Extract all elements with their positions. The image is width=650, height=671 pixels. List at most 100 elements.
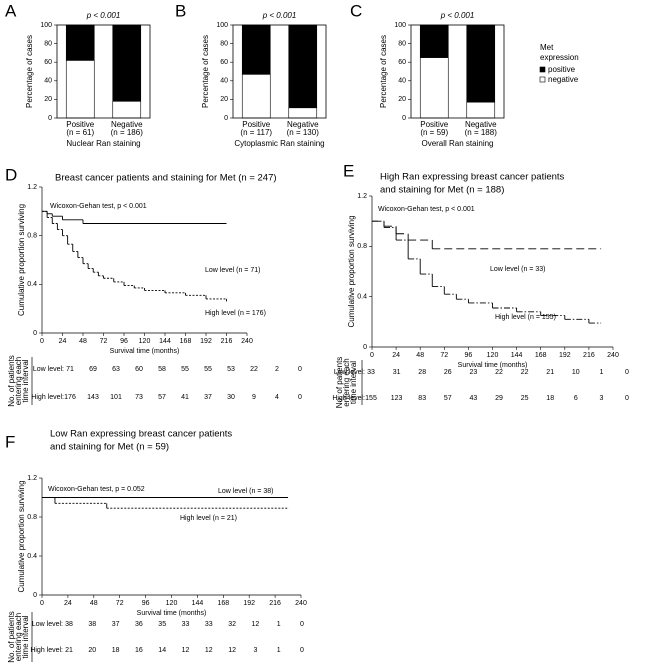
y-tick-label: 20 [44,96,52,103]
x-tick-label: 120 [139,338,151,345]
table-cell: 32 [228,621,236,628]
y-tick-label: 100 [40,22,52,29]
x-tick-label: 0 [40,600,44,607]
table-row-name: Low level: [334,369,365,376]
table-cell: 22 [495,369,503,376]
table-cell: 33 [367,369,375,376]
x-tick-label: 48 [90,600,98,607]
series-label: High level (n = 21) [180,515,237,522]
y-axis-label: Cumulative proportion surviving [347,215,356,327]
x-tick-label: 48 [416,352,424,359]
table-cell: 57 [444,395,452,402]
test-annotation: Wicoxon-Gehan test, p < 0.001 [378,206,475,213]
y-tick-label: 0.8 [357,243,367,250]
x-tick-label: 144 [511,352,523,359]
chart-title: and staining for Met (n = 59) [50,442,169,453]
x-tick-label: 72 [100,338,108,345]
bar-segment [112,24,142,102]
bar-segment [419,24,449,58]
table-cell: 12 [182,647,190,654]
table-cell: 3 [599,395,603,402]
table-cell: 55 [204,366,212,373]
bar-segment [65,24,95,61]
x-axis-label: Survival time (months) [137,610,207,617]
table-cell: 1 [599,369,603,376]
table-label: time interval [21,359,30,402]
x-axis-label: Overall Ran staining [421,139,493,148]
x-tick-label: 0 [370,352,374,359]
x-tick-count: (n = 117) [240,128,272,137]
x-axis-label: Nuclear Ran staining [66,139,140,148]
table-cell: 43 [470,395,478,402]
panel-letter: D [5,165,17,184]
table-cell: 53 [227,366,235,373]
bar-segment [65,60,95,119]
table-cell: 26 [444,369,452,376]
table-cell: 28 [418,369,426,376]
x-axis-label: Cytoplasmic Ran staining [234,139,324,148]
x-tick-label: 72 [116,600,124,607]
x-tick-label: Negative [287,120,319,129]
table-row-name: Low level: [32,621,63,628]
y-tick-label: 20 [398,96,406,103]
x-tick-label: 24 [59,338,67,345]
table-cell: 2 [275,366,279,373]
y-tick-label: 60 [44,59,52,66]
table-row-name: Low level: [33,366,64,373]
y-axis-label: Cumulative proportion surviving [17,204,26,316]
table-cell: 33 [182,621,190,628]
table-cell: 23 [470,369,478,376]
y-tick-label: 40 [44,78,52,85]
table-cell: 21 [546,369,554,376]
y-tick-label: 100 [394,22,406,29]
table-cell: 176 [64,394,76,401]
y-tick-label: 0 [363,344,367,351]
y-axis-label: Percentage of cases [201,35,210,108]
panel-letter: C [350,1,362,20]
table-cell: 69 [89,366,97,373]
survival-curve [42,497,289,509]
y-tick-label: 0.4 [357,294,367,301]
y-tick-label: 0.4 [27,281,37,288]
table-cell: 37 [112,621,120,628]
x-tick-label: Negative [111,120,143,129]
x-tick-label: 144 [192,600,204,607]
table-label: time interval [349,361,358,404]
x-tick-label: 216 [221,338,233,345]
x-tick-label: 96 [142,600,150,607]
y-tick-label: 60 [398,59,406,66]
x-axis-label: Survival time (months) [110,348,180,355]
legend-label: negative [548,75,579,84]
table-cell: 1 [277,621,281,628]
y-tick-label: 0 [224,115,228,122]
table-cell: 0 [298,394,302,401]
table-label: entering each [14,613,23,661]
x-tick-count: (n = 188) [465,128,498,137]
table-cell: 58 [158,366,166,373]
table-label: entering each [14,357,23,405]
x-tick-count: (n = 130) [287,128,320,137]
x-tick-label: 192 [243,600,255,607]
table-row-name: High level: [30,647,63,654]
y-tick-label: 0 [402,115,406,122]
plot-frame [410,24,505,119]
table-label: No. of patients [7,355,16,407]
x-tick-label: 192 [200,338,212,345]
table-label: entering each [342,358,351,406]
table-cell: 101 [110,394,122,401]
x-tick-count: (n = 59) [420,128,448,137]
table-label: time interval [21,615,30,658]
series-label: High level (n = 155) [495,314,556,321]
table-cell: 71 [66,366,74,373]
x-tick-label: 168 [217,600,229,607]
x-tick-label: 240 [295,600,307,607]
survival-curve [372,220,601,250]
legend-swatch [539,66,546,73]
x-tick-label: 168 [535,352,547,359]
table-cell: 12 [205,647,213,654]
x-tick-label: 24 [392,352,400,359]
bar-segment [241,24,271,75]
series-label: Low level (n = 71) [205,267,260,274]
table-cell: 0 [300,647,304,654]
